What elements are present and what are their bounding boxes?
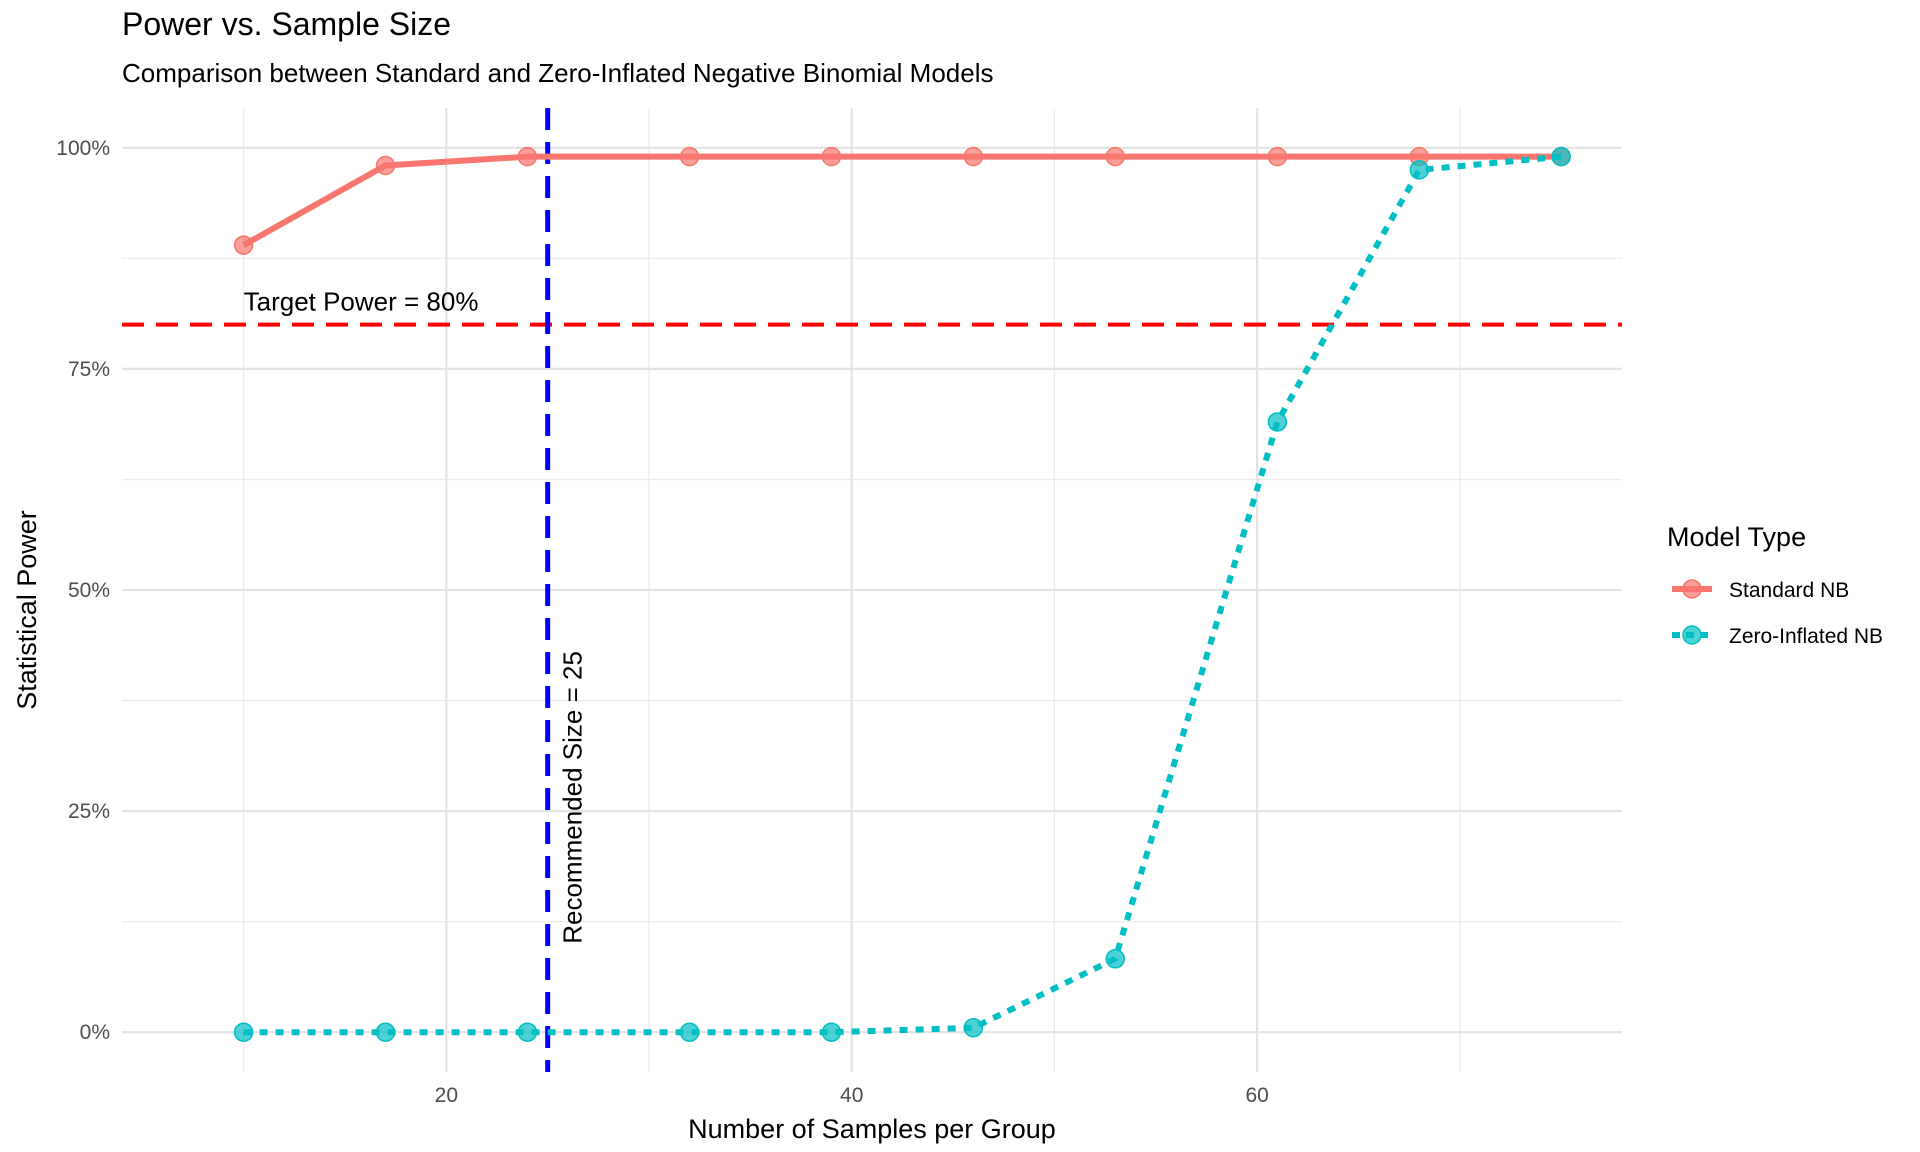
y-tick-label: 50% bbox=[68, 579, 110, 602]
standard-nb-line bbox=[242, 153, 1562, 248]
chart-title: Power vs. Sample Size bbox=[122, 6, 452, 42]
standard-nb-point bbox=[517, 146, 538, 167]
standard-nb-point bbox=[821, 146, 842, 167]
legend-zero-inflated-nb-point bbox=[1682, 625, 1702, 645]
standard-nb-point bbox=[375, 155, 396, 176]
legend-standard-nb-point bbox=[1682, 579, 1702, 599]
standard-nb-point bbox=[233, 235, 254, 255]
chart-subtitle: Comparison between Standard and Zero-Inf… bbox=[122, 58, 994, 88]
y-tick-label: 75% bbox=[68, 358, 110, 381]
y-tick-label: 100% bbox=[56, 137, 110, 160]
x-tick-label: 20 bbox=[435, 1084, 458, 1107]
legend-title: Model Type bbox=[1667, 522, 1806, 552]
x-tick-label: 60 bbox=[1245, 1084, 1268, 1107]
zero-inflated-nb-point bbox=[1267, 412, 1288, 432]
zero-inflated-nb-line bbox=[243, 153, 1562, 1036]
zero-inflated-nb-point bbox=[679, 1022, 700, 1042]
x-axis-label: Number of Samples per Group bbox=[688, 1114, 1056, 1144]
zero-inflated-nb-point bbox=[233, 1022, 254, 1042]
standard-nb-point bbox=[1267, 146, 1288, 167]
legend: Model Type Standard NB Zero-Inflated NB bbox=[1667, 522, 1883, 648]
standard-nb-point bbox=[963, 146, 984, 167]
zero-inflated-nb-point bbox=[375, 1022, 396, 1042]
x-tick-label: 40 bbox=[840, 1084, 863, 1107]
zero-inflated-nb-point bbox=[517, 1022, 538, 1042]
grid bbox=[122, 108, 1622, 1072]
target-power-label: Target Power = 80% bbox=[244, 287, 479, 317]
zero-inflated-nb-point bbox=[1409, 160, 1430, 180]
zero-inflated-nb-point bbox=[821, 1022, 842, 1042]
zero-inflated-nb-point bbox=[1105, 949, 1125, 969]
standard-nb-point bbox=[679, 146, 700, 167]
y-tick-label: 0% bbox=[80, 1021, 110, 1044]
recommended-size-label: Recommended Size = 25 bbox=[558, 651, 588, 944]
reference-lines: Target Power = 80% Recommended Size = 25 bbox=[122, 108, 1622, 1072]
y-tick-label: 25% bbox=[68, 800, 110, 823]
zero-inflated-nb-point bbox=[1551, 146, 1571, 167]
legend-zero-inflated-nb-label: Zero-Inflated NB bbox=[1729, 625, 1883, 648]
series bbox=[233, 146, 1571, 1042]
y-axis-label: Statistical Power bbox=[12, 510, 42, 710]
standard-nb-point bbox=[1105, 146, 1125, 167]
zero-inflated-nb-point bbox=[963, 1018, 984, 1038]
axes: 20 40 60 0% 25% 50% 75% 100% Number of Samples p… bbox=[12, 137, 1269, 1144]
legend-standard-nb-label: Standard NB bbox=[1729, 579, 1849, 602]
